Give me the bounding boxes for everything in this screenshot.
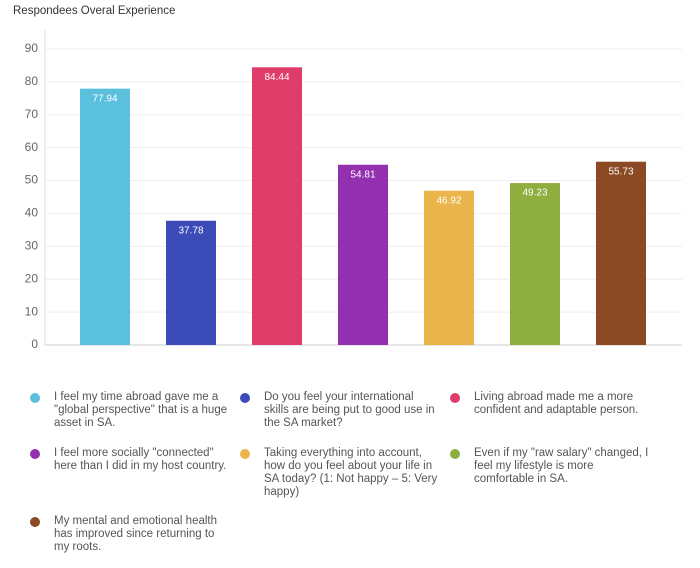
y-tick-label: 20: [25, 271, 39, 285]
legend-label: I feel more socially "connected" here th…: [54, 447, 227, 472]
legend-label: Living abroad made me a more confident a…: [474, 391, 639, 416]
chart-title: Respondees Overal Experience: [13, 5, 175, 17]
y-tick-label: 40: [25, 206, 39, 220]
bar: [166, 220, 216, 345]
bar: [80, 88, 130, 345]
legend-label: Even if my "raw salary" changed, I feel …: [474, 447, 649, 485]
y-tick-label: 50: [25, 173, 39, 187]
bar: [510, 183, 560, 345]
bar: [252, 67, 302, 345]
legend-marker: [30, 449, 40, 459]
bar: [338, 164, 388, 345]
legend-label: Taking everything into account, how do y…: [264, 447, 438, 498]
legend-marker: [240, 449, 250, 459]
value-label: 77.94: [92, 93, 117, 104]
value-label: 84.44: [264, 72, 289, 83]
legend-marker: [240, 393, 250, 403]
legend-label: I feel my time abroad gave me a "global …: [54, 391, 228, 429]
legend-marker: [30, 393, 40, 403]
y-tick-label: 10: [25, 304, 39, 318]
y-tick-label: 60: [25, 140, 39, 154]
value-label: 54.81: [350, 169, 375, 180]
legend-marker: [30, 517, 40, 527]
legend-label: My mental and emotional health has impro…: [54, 515, 218, 553]
legend-marker: [450, 393, 460, 403]
y-tick-label: 90: [25, 41, 39, 55]
bar: [596, 161, 646, 345]
y-tick-label: 70: [25, 107, 39, 121]
y-tick-label: 0: [31, 337, 38, 351]
y-tick-label: 80: [25, 74, 39, 88]
legend-label: Do you feel your international skills ar…: [264, 391, 435, 429]
legend-marker: [450, 449, 460, 459]
value-label: 46.92: [436, 195, 461, 206]
value-label: 49.23: [522, 188, 547, 199]
value-label: 55.73: [608, 166, 633, 177]
y-tick-label: 30: [25, 239, 39, 253]
value-label: 37.78: [178, 225, 203, 236]
bar: [424, 190, 474, 345]
